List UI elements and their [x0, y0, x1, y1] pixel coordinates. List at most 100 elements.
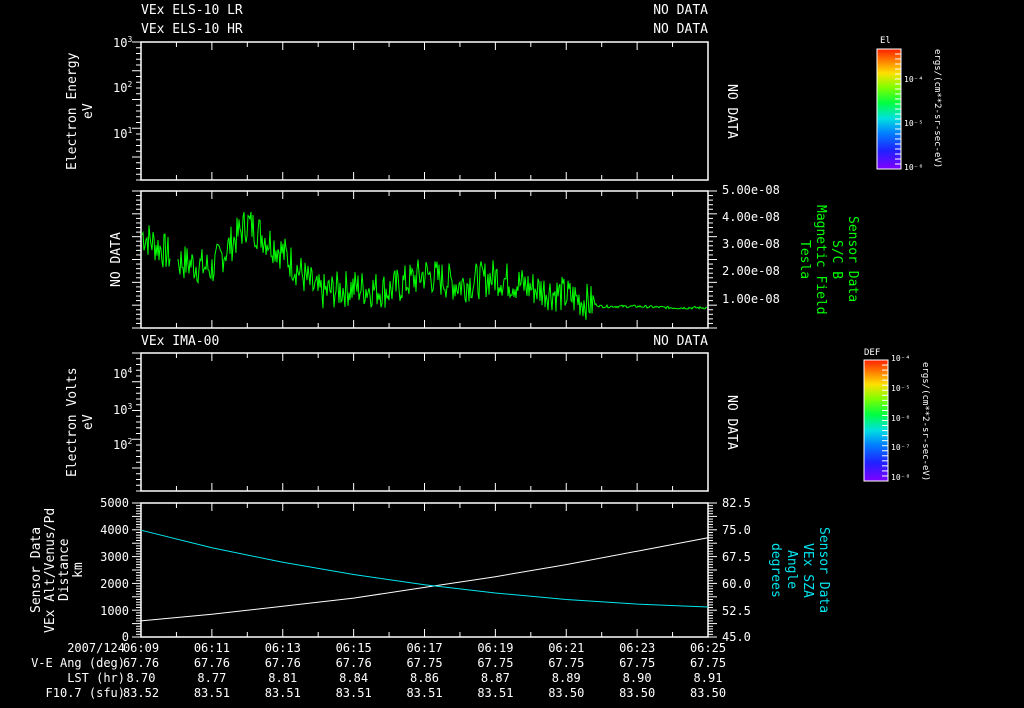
panel3-title: VEx IMA-00: [141, 334, 220, 349]
colorbar-def-units: ergs/(cm**2-sr-sec-eV): [920, 362, 930, 482]
colorbar-def-tick-1: 10⁻⁴: [891, 354, 911, 363]
panel4-rtick-67.5: 67.5: [722, 550, 751, 564]
footer-times-value: 06:11: [193, 641, 230, 655]
footer-f107-value: 83.51: [335, 686, 372, 700]
panel2-ytick-2e-08: 2.00e-08: [722, 264, 780, 278]
footer-ve-ang-value: 67.76: [193, 656, 230, 670]
panel2-ytick-4e-08: 4.00e-08: [722, 210, 780, 224]
panel2-left-status: NO DATA: [109, 232, 124, 287]
panel1-frame: [140, 41, 709, 181]
footer-lst-value: 8.89: [551, 671, 581, 685]
footer-lst-value: 8.77: [197, 671, 227, 685]
footer-label-date: 2007/124: [67, 641, 125, 655]
panel1-ylabel: Electron Energy: [65, 52, 80, 170]
panel4-rlabel-line4: degrees: [768, 542, 783, 598]
panel2-ylabel-line1: Sensor Data: [845, 216, 860, 303]
panel3-ytick-1e2: 102: [113, 437, 133, 452]
panel4-ytick-0: 0: [121, 630, 129, 644]
footer-times-value: 06:19: [477, 641, 514, 655]
panel1-ylabel-units: eV: [81, 103, 96, 119]
footer-f107-value: 83.51: [193, 686, 230, 700]
footer-f107-value: 83.51: [264, 686, 301, 700]
footer-lst-value: 8.87: [480, 671, 510, 685]
colorbar-el-tick-1: 10⁻⁴: [904, 75, 924, 84]
colorbar-el-tick-2: 10⁻⁵: [904, 119, 924, 128]
panel3-right-status: NO DATA: [724, 394, 739, 450]
panel1-ytick-1e1: 101: [113, 126, 133, 141]
footer-ve-ang-value: 67.75: [477, 656, 514, 670]
panel4-rtick-60.0: 60.0: [722, 577, 751, 591]
footer-ve-ang-value: 67.76: [335, 656, 372, 670]
panel4-rtick-75.0: 75.0: [722, 523, 751, 537]
panel4-frame: [140, 502, 709, 638]
footer-times-value: 06:15: [335, 641, 372, 655]
colorbar-def-tick-3: 10⁻⁶: [891, 414, 911, 423]
panel3-ylabel-units: eV: [81, 414, 96, 430]
footer-f107-value: 83.50: [619, 686, 656, 700]
panel3-ytick-1e4: 104: [113, 366, 133, 381]
footer-ve-ang-value: 67.76: [122, 656, 160, 670]
colorbar-def-tick-2: 10⁻⁵: [891, 384, 911, 393]
footer-lst-value: 8.86: [410, 671, 439, 685]
footer-f107-value: 83.51: [406, 686, 443, 700]
panel4-rlabel-line1: Sensor Data: [816, 526, 831, 614]
panel4-ytick-3000: 3000: [100, 550, 129, 564]
panel1-status-hr: NO DATA: [653, 22, 708, 37]
panel1-title-lr: VEx ELS-10 LR: [141, 3, 243, 18]
panel1-ytick-1e3: 103: [113, 35, 133, 50]
panel1-right-status: NO DATA: [724, 83, 739, 139]
panel1-title-hr: VEx ELS-10 HR: [141, 22, 243, 37]
footer-f107-value: 83.52: [122, 686, 160, 700]
panel4-rtick-45.0: 45.0: [722, 630, 751, 644]
magnetic-field-trace-segment-2: [177, 211, 708, 320]
panel4-ytick-2000: 2000: [100, 577, 129, 591]
footer-times-value: 06:09: [122, 641, 160, 655]
footer-times-value: 06:13: [264, 641, 301, 655]
colorbar-el-tick-3: 10⁻⁶: [904, 163, 924, 172]
footer-label-f107: F10.7 (sfu): [45, 686, 125, 700]
panel4-rlabel-line3: Angle: [784, 550, 799, 590]
panel4-ylabel-line1: Sensor Data: [29, 526, 44, 614]
footer-times-value: 06:17: [406, 641, 443, 655]
colorbar-def-tick-5: 10⁻⁸: [891, 473, 911, 482]
colorbar-def-tick-4: 10⁻⁷: [891, 443, 911, 452]
footer-label-lst: LST (hr): [67, 671, 125, 685]
altitude-line: [140, 537, 709, 622]
footer-times-value: 06:23: [619, 641, 656, 655]
panel2-ylabel-line3: Magnetic Field: [813, 204, 828, 315]
panel1-ytick-1e2: 102: [113, 80, 133, 95]
panel4-rlabel-line2: VEx SZA: [800, 542, 815, 598]
panel4-ytick-5000: 5000: [100, 496, 129, 510]
footer-ve-ang-value: 67.75: [548, 656, 585, 670]
footer-label-ve-ang: V-E Ang (deg): [31, 656, 125, 670]
footer-lst-value: 8.81: [268, 671, 298, 685]
panel3-status: NO DATA: [653, 334, 708, 349]
panel3-ylabel: Electron Volts: [65, 367, 80, 477]
panel2-ytick-5e-08: 5.00e-08: [722, 183, 780, 197]
panel2-ytick-3e-08: 3.00e-08: [722, 237, 780, 251]
footer-ve-ang-value: 67.75: [689, 656, 727, 670]
footer-lst-value: 8.84: [339, 671, 369, 685]
panel2-ytick-1e-08: 1.00e-08: [722, 292, 780, 306]
footer-f107-value: 83.50: [548, 686, 585, 700]
footer-ve-ang-value: 67.76: [264, 656, 301, 670]
footer-lst-value: 8.90: [622, 671, 652, 685]
colorbar-el-units: ergs/(cm**2-sr-sec-eV): [932, 49, 942, 169]
panel4-ylabel-line4: km: [71, 562, 86, 578]
panel3-frame: [140, 352, 709, 492]
panel4-rtick-52.5: 52.5: [722, 604, 751, 618]
footer-f107-value: 83.51: [477, 686, 514, 700]
footer-lst-value: 8.91: [693, 671, 723, 685]
footer-times-value: 06:25: [689, 641, 727, 655]
panel1-status-lr: NO DATA: [653, 3, 708, 18]
colorbar-el-title: El: [880, 36, 891, 46]
panel4-ytick-4000: 4000: [100, 523, 129, 537]
sza-line: [140, 529, 709, 608]
panel2-ylabel-line2: S/C B: [829, 239, 844, 280]
colorbar-def-title: DEF: [864, 348, 881, 358]
panel4-ylabel-line2: VEx Alt/Venus/Pd: [43, 507, 58, 633]
footer-lst-value: 8.70: [126, 671, 156, 685]
panel4-rtick-82.5: 82.5: [722, 496, 751, 510]
panel2-ylabel-line4: Tesla: [797, 239, 812, 280]
